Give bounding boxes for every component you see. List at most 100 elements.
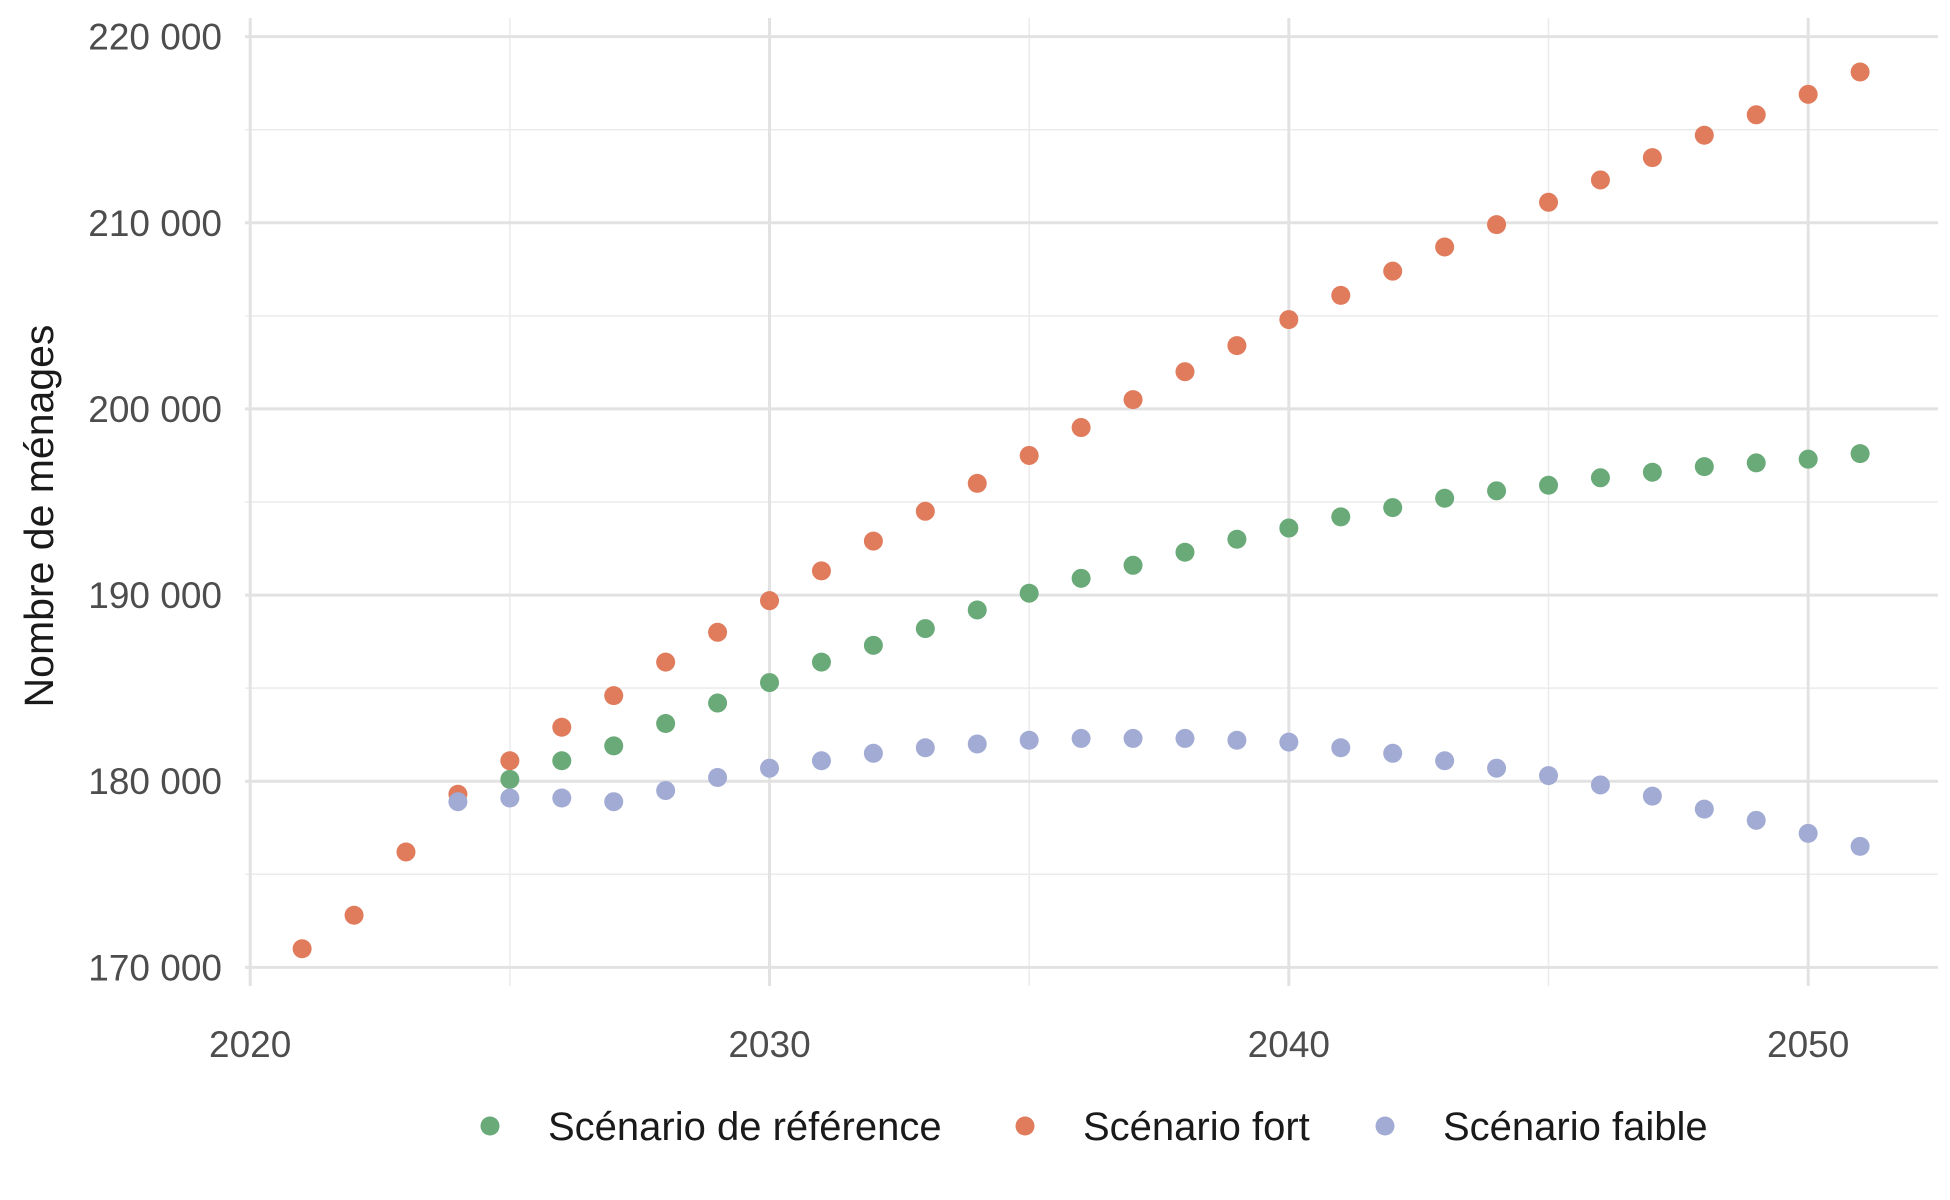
y-axis-title: Nombre de ménages [16,325,62,708]
x-tick-label: 2030 [728,1024,810,1065]
data-point [552,751,572,771]
legend-item: Scénario fort [1015,1105,1310,1149]
legend-marker [1375,1116,1395,1136]
data-point [1019,583,1039,603]
y-axis-ticks: 170 000 180 000 190 000 200 000 210 000 220 0… [88,17,222,989]
data-point [1123,555,1143,575]
data-point [448,792,468,812]
data-point [1175,542,1195,562]
x-tick-label: 2020 [209,1024,291,1065]
data-point [1746,453,1766,473]
data-point [1435,488,1455,508]
data-point [1590,468,1610,488]
data-point [708,768,728,788]
data-point [915,738,935,758]
data-point [1383,498,1403,518]
data-point [500,751,520,771]
data-point [1539,192,1559,212]
data-point [1798,84,1818,104]
data-point [1798,449,1818,469]
legend-item: Scénario faible [1375,1105,1708,1149]
data-point [1383,743,1403,763]
x-tick-label: 2040 [1248,1024,1330,1065]
data-point [656,652,676,672]
data-point [1279,518,1299,538]
data-point [1539,766,1559,786]
data-point [1175,362,1195,382]
data-point [915,619,935,639]
data-point [1694,457,1714,477]
data-point [760,591,780,611]
data-point [863,743,883,763]
grid [245,18,1938,986]
data-point [552,788,572,808]
data-point [1019,445,1039,465]
data-point [1642,786,1662,806]
data-point [1487,215,1507,235]
data-point [1746,810,1766,830]
data-point [1123,390,1143,410]
data-point [1590,775,1610,795]
data-point [1331,507,1351,527]
data-points [292,62,1870,959]
data-point [863,531,883,551]
data-point [967,473,987,493]
data-point [708,622,728,642]
data-point [604,792,624,812]
data-point [1487,481,1507,501]
data-point [1435,751,1455,771]
legend-item: Scénario de référence [480,1105,942,1149]
data-point [1383,261,1403,281]
data-point [1694,125,1714,145]
data-point [604,686,624,706]
x-axis-ticks: 2020 2030 2040 2050 [209,1024,1849,1065]
data-point [1798,823,1818,843]
data-point [1435,237,1455,257]
data-point [1175,728,1195,748]
y-tick-label: 200 000 [88,389,222,430]
data-point [811,751,831,771]
legend-label: Scénario faible [1443,1105,1708,1149]
data-point [1279,310,1299,330]
data-point [1227,730,1247,750]
data-point [656,781,676,801]
legend-marker [480,1116,500,1136]
data-point [1850,836,1870,856]
data-point [863,635,883,655]
y-tick-label: 170 000 [88,947,222,988]
data-point [1642,148,1662,168]
y-tick-label: 220 000 [88,17,222,58]
series-points [448,728,1870,856]
data-point [1227,529,1247,549]
data-point [1071,418,1091,438]
series-points [292,62,1870,959]
data-point [1071,728,1091,748]
data-point [1227,336,1247,356]
legend-marker [1015,1116,1035,1136]
data-point [656,714,676,734]
data-point [1746,105,1766,125]
data-point [604,736,624,756]
data-point [1590,170,1610,190]
data-point [760,673,780,693]
data-point [760,758,780,778]
data-point [1331,285,1351,305]
y-tick-label: 180 000 [88,761,222,802]
data-point [1850,444,1870,464]
data-point [500,769,520,789]
data-point [1694,799,1714,819]
x-tick-label: 2050 [1767,1024,1849,1065]
data-point [811,652,831,672]
legend-label: Scénario de référence [548,1105,942,1149]
data-point [967,734,987,754]
data-point [967,600,987,620]
data-point [708,693,728,713]
data-point [1539,475,1559,495]
legend: Scénario de référence Scénario fort Scénar… [480,1105,1708,1149]
data-point [1850,62,1870,82]
data-point [396,842,416,862]
data-point [344,905,364,925]
data-point [1123,728,1143,748]
data-point [1642,462,1662,482]
